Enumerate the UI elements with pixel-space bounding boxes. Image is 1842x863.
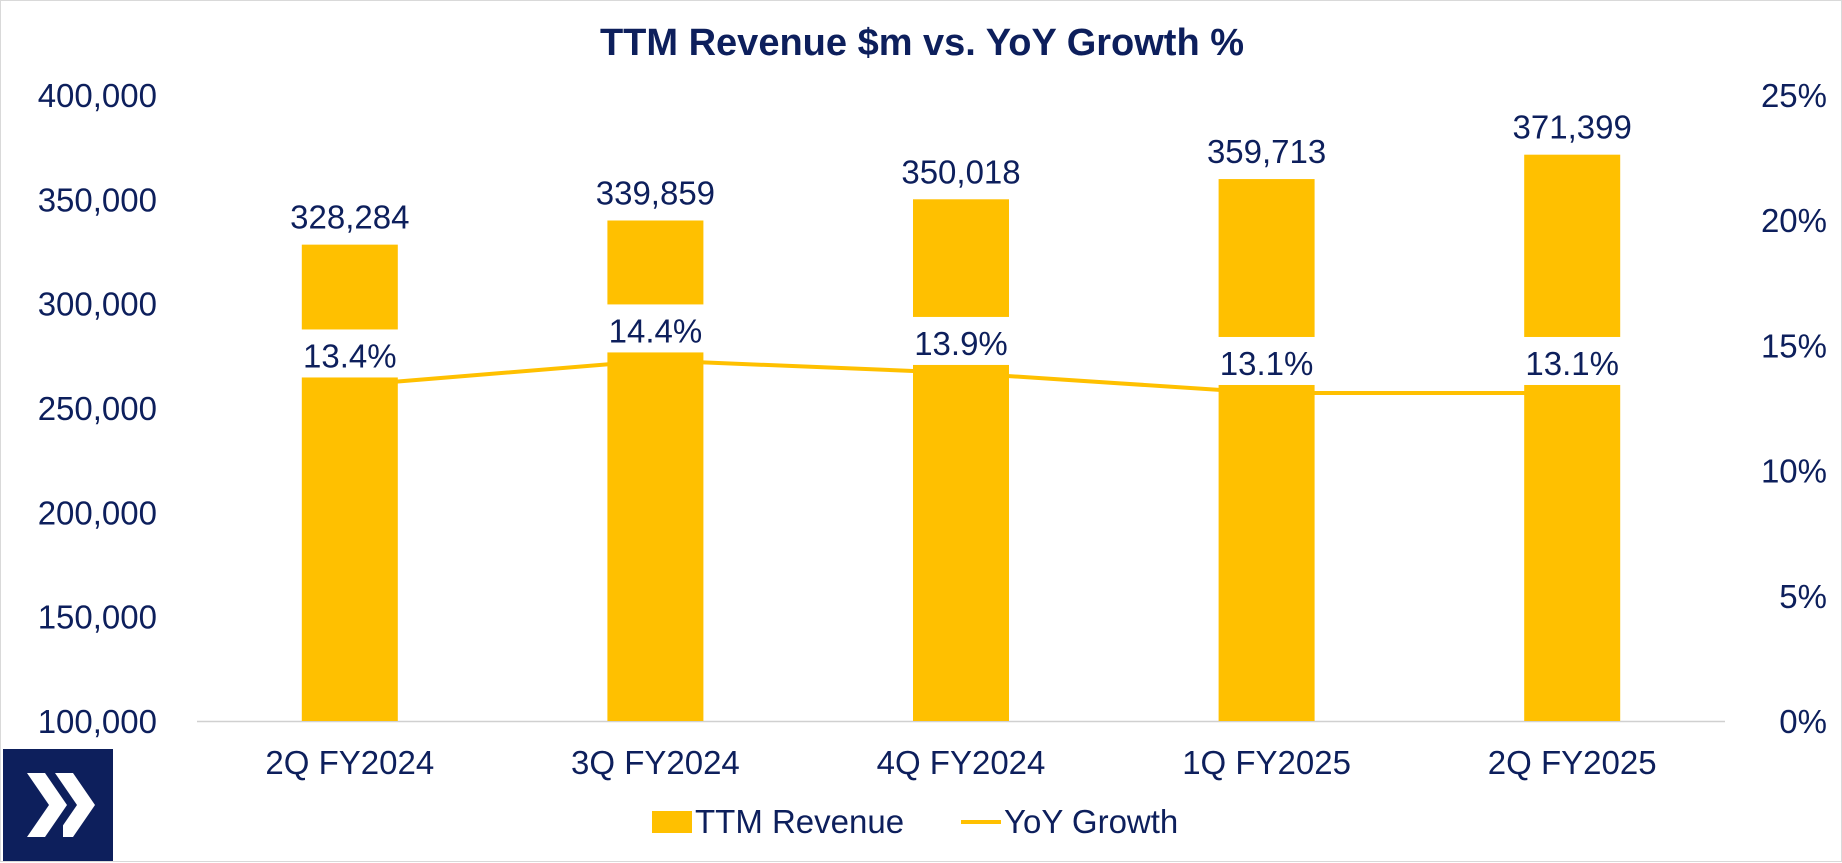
right-axis-tick-15: 15% [1761,327,1827,364]
revenue-bar-1q-fy2025 [1218,179,1315,721]
right-axis-tick-25: 25% [1761,77,1827,114]
x-axis-tick-3q-fy2024: 3Q FY2024 [571,744,740,781]
growth-label-text: 13.1% [1525,345,1619,382]
left-axis-tick-300-000: 300,000 [38,286,157,323]
right-axis-tick-0: 0% [1779,703,1827,740]
revenue-bar-2q-fy2024 [301,244,398,721]
yoy-growth-line [349,358,1573,395]
x-logo-icon [3,749,113,861]
x-axis-tick-4q-fy2024: 4Q FY2024 [877,744,1046,781]
growth-label-background [1520,336,1625,385]
growth-label-2q-fy2024: 13.4% [297,329,402,378]
growth-label-background [297,329,402,378]
growth-label-background [909,316,1013,365]
revenue-bar-2q-fy2025 [1524,154,1621,721]
revenue-data-labels: 328,284 339,859 350,018 359,713 371,399 [290,109,1632,236]
revenue-label-4q-fy2024: 350,018 [901,153,1020,190]
revenue-bars [301,154,1621,722]
x-axis-ticks: 2Q FY2024 3Q FY2024 4Q FY2024 1Q FY2025 2Q F… [265,744,1656,781]
left-axis: 100,000 150,000 200,000 250,000 300,000 350,0… [38,77,157,740]
growth-line-series [349,358,1573,395]
growth-label-4q-fy2024: 13.9% [909,316,1013,365]
revenue-label-1q-fy2025: 359,713 [1207,133,1326,170]
right-axis-tick-5: 5% [1779,578,1827,615]
right-axis-tick-20: 20% [1761,202,1827,239]
revenue-label-2q-fy2025: 371,399 [1513,109,1632,146]
revenue-label-3q-fy2024: 339,859 [596,174,715,211]
growth-label-2q-fy2025: 13.1% [1520,336,1625,385]
revenue-bar-4q-fy2024 [913,199,1009,721]
legend: TTM Revenue YoY Growth [652,803,1178,840]
left-axis-tick-150-000: 150,000 [38,599,157,636]
x-axis-tick-2q-fy2024: 2Q FY2024 [265,744,434,781]
legend-label-growth: YoY Growth [1004,803,1178,840]
right-axis: 0% 5% 10% 15% 20% 25% [1761,77,1827,740]
growth-data-labels: 13.4% 14.4% 13.9% 13.1% 13.1% [297,304,1625,385]
growth-label-text: 14.4% [609,312,703,349]
x-axis-tick-1q-fy2025: 1Q FY2025 [1182,744,1351,781]
right-axis-tick-10: 10% [1761,453,1827,490]
growth-label-3q-fy2024: 14.4% [603,304,708,353]
legend-label-revenue: TTM Revenue [695,803,904,840]
growth-label-background [603,304,708,353]
legend-bar-swatch [652,811,692,833]
left-axis-tick-100-000: 100,000 [38,703,157,740]
left-axis-tick-200-000: 200,000 [38,494,157,531]
chart-title: TTM Revenue $m vs. YoY Growth % [600,22,1244,64]
left-axis-tick-350-000: 350,000 [38,181,157,218]
growth-label-background [1214,336,1319,385]
left-axis-tick-250-000: 250,000 [38,390,157,427]
left-axis-tick-400-000: 400,000 [38,77,157,114]
x-axis-tick-2q-fy2025: 2Q FY2025 [1488,744,1657,781]
revenue-bar-3q-fy2024 [607,220,704,722]
growth-label-text: 13.4% [303,337,397,374]
growth-label-text: 13.9% [914,325,1008,362]
revenue-label-2q-fy2024: 328,284 [290,199,409,236]
growth-label-1q-fy2025: 13.1% [1214,336,1319,385]
growth-label-text: 13.1% [1220,345,1314,382]
